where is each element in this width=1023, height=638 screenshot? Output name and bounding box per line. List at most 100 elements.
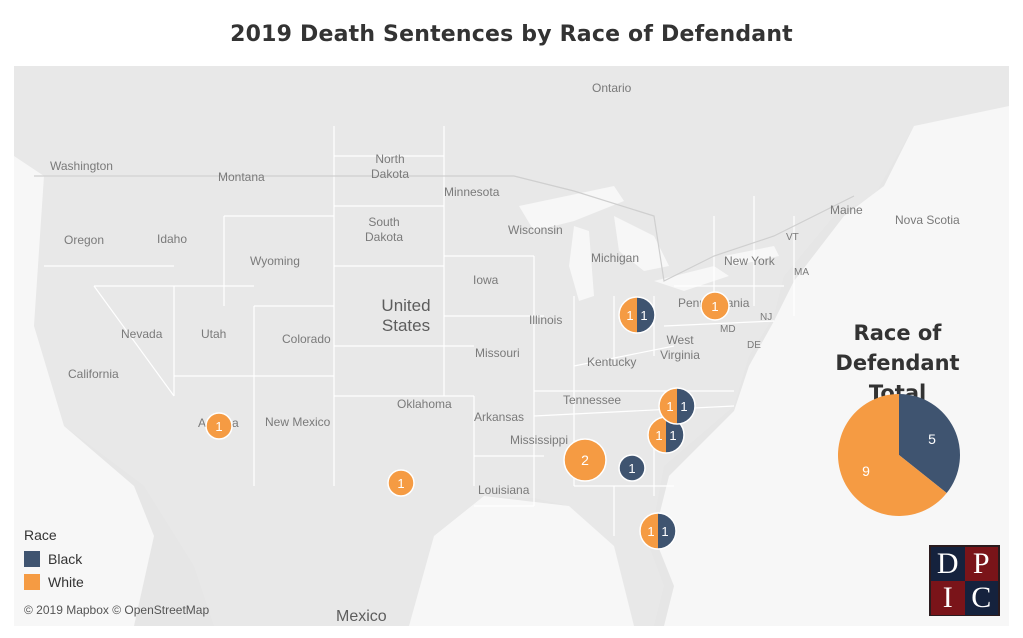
legend-title: Race [24,527,57,543]
label-mexico: Mexico [336,608,387,625]
label-utah: Utah [201,327,227,341]
logo-letter-p: P [964,547,998,581]
marker-arizona[interactable]: 1 [205,412,233,440]
marker-arizona-white-count: 1 [215,419,222,434]
label-wisconsin: Wisconsin [508,223,563,237]
label-california: California [68,367,119,381]
marker-south-carolina-white-slice [648,417,666,453]
marker-alabama-pie: 2 [563,438,607,482]
label-arkansas: Arkansas [474,410,525,424]
label-missouri: Missouri [475,346,520,360]
marker-ohio-pie: 1 1 [618,296,656,334]
logo-letter-d: D [931,547,965,581]
legend-swatch-black [24,550,40,567]
legend-item-black[interactable]: Black [24,547,84,570]
marker-south-carolina-black-count: 1 [669,428,676,443]
label-maryland: MD [720,324,736,335]
label-west-virginia: West Virginia [660,333,700,362]
legend: Race Black White [24,527,84,593]
label-oregon: Oregon [64,233,105,247]
label-delaware: DE [747,340,761,351]
label-nevada: Nevada [121,327,163,341]
marker-alabama-white-slice [563,438,607,482]
dpic-logo[interactable]: D P I C [929,545,1000,616]
pie-title-line1: Race of Defendant [835,321,960,375]
label-minnesota: Minnesota [444,185,500,199]
marker-texas[interactable]: 1 [387,469,415,497]
label-vermont: VT [786,232,799,243]
label-new-mexico: New Mexico [265,415,331,429]
marker-south-carolina-black-slice [666,417,684,453]
marker-north-carolina-white-count: 1 [666,399,673,414]
marker-pennsylvania-pie: 1 [700,291,730,321]
marker-north-carolina-pie: 1 1 [658,387,696,425]
legend-label-black: Black [48,550,83,567]
label-colorado: Colorado [282,332,331,346]
marker-texas-white-slice [387,469,415,497]
marker-georgia[interactable]: 1 [618,454,646,482]
marker-ohio[interactable]: 1 1 [618,296,656,334]
total-pie-label-white: 9 [862,463,870,479]
label-iowa: Iowa [473,273,499,287]
legend-item-white[interactable]: White [24,570,84,593]
marker-north-carolina-white-slice [659,388,677,424]
marker-pennsylvania[interactable]: 1 [700,291,730,321]
label-new-jersey: NJ [760,312,773,323]
label-michigan: Michigan [591,251,640,265]
logo-letter-i: I [931,581,965,615]
marker-florida-pie: 1 1 [639,512,677,550]
total-pie-slice-black[interactable] [899,394,960,494]
label-tennessee: Tennessee [563,393,622,407]
marker-pennsylvania-white-slice [700,291,730,321]
marker-north-carolina-black-slice [677,388,695,424]
label-north-dakota: North Dakota [370,152,410,181]
marker-georgia-black-slice [618,454,646,482]
marker-pennsylvania-white-count: 1 [711,299,718,314]
legend-label-white: White [48,573,84,590]
marker-ohio-black-count: 1 [640,308,647,323]
label-south-dakota: South Dakota [364,215,404,244]
marker-alabama[interactable]: 2 [563,438,607,482]
marker-florida-black-slice [658,513,676,549]
label-maine: Maine [830,203,863,217]
marker-ohio-black-slice [637,297,655,333]
total-pie-slice-white[interactable] [838,394,947,516]
label-illinois: Illinois [529,313,563,327]
marker-north-carolina-black-count: 1 [680,399,687,414]
marker-south-carolina[interactable]: 1 1 [647,416,685,454]
marker-south-carolina-pie: 1 1 [647,416,685,454]
label-washington: Washington [50,159,113,173]
label-united-states: United States [381,296,431,335]
marker-georgia-black-count: 1 [628,461,635,476]
label-mississippi: Mississippi [510,433,569,447]
marker-arizona-pie: 1 [205,412,233,440]
label-nova-scotia: Nova Scotia [895,213,960,227]
label-ontario: Ontario [592,81,632,95]
label-montana: Montana [218,170,265,184]
legend-swatch-white [24,573,40,590]
label-wyoming: Wyoming [250,254,300,268]
marker-south-carolina-white-count: 1 [655,428,662,443]
marker-florida-white-count: 1 [647,524,654,539]
chart-title: 2019 Death Sentences by Race of Defendan… [230,22,793,47]
map-attribution[interactable]: © 2019 Mapbox © OpenStreetMap [24,603,210,617]
marker-north-carolina[interactable]: 1 1 [658,387,696,425]
marker-texas-white-count: 1 [397,476,404,491]
label-kentucky: Kentucky [587,355,637,369]
marker-florida-white-slice [640,513,658,549]
marker-arizona-white-slice [205,412,233,440]
label-new-york: New York [724,254,775,268]
marker-ohio-white-count: 1 [626,308,633,323]
marker-florida[interactable]: 1 1 [639,512,677,550]
label-oklahoma: Oklahoma [397,397,452,411]
marker-georgia-pie: 1 [618,454,646,482]
logo-letter-c: C [964,581,998,615]
total-pie-label-black: 5 [928,431,936,447]
label-louisiana: Louisiana [478,483,530,497]
marker-florida-black-count: 1 [661,524,668,539]
marker-alabama-white-count: 2 [581,452,589,468]
total-pie-svg: 59 [838,394,960,516]
label-massachusetts: MA [794,267,809,278]
marker-ohio-white-slice [619,297,637,333]
